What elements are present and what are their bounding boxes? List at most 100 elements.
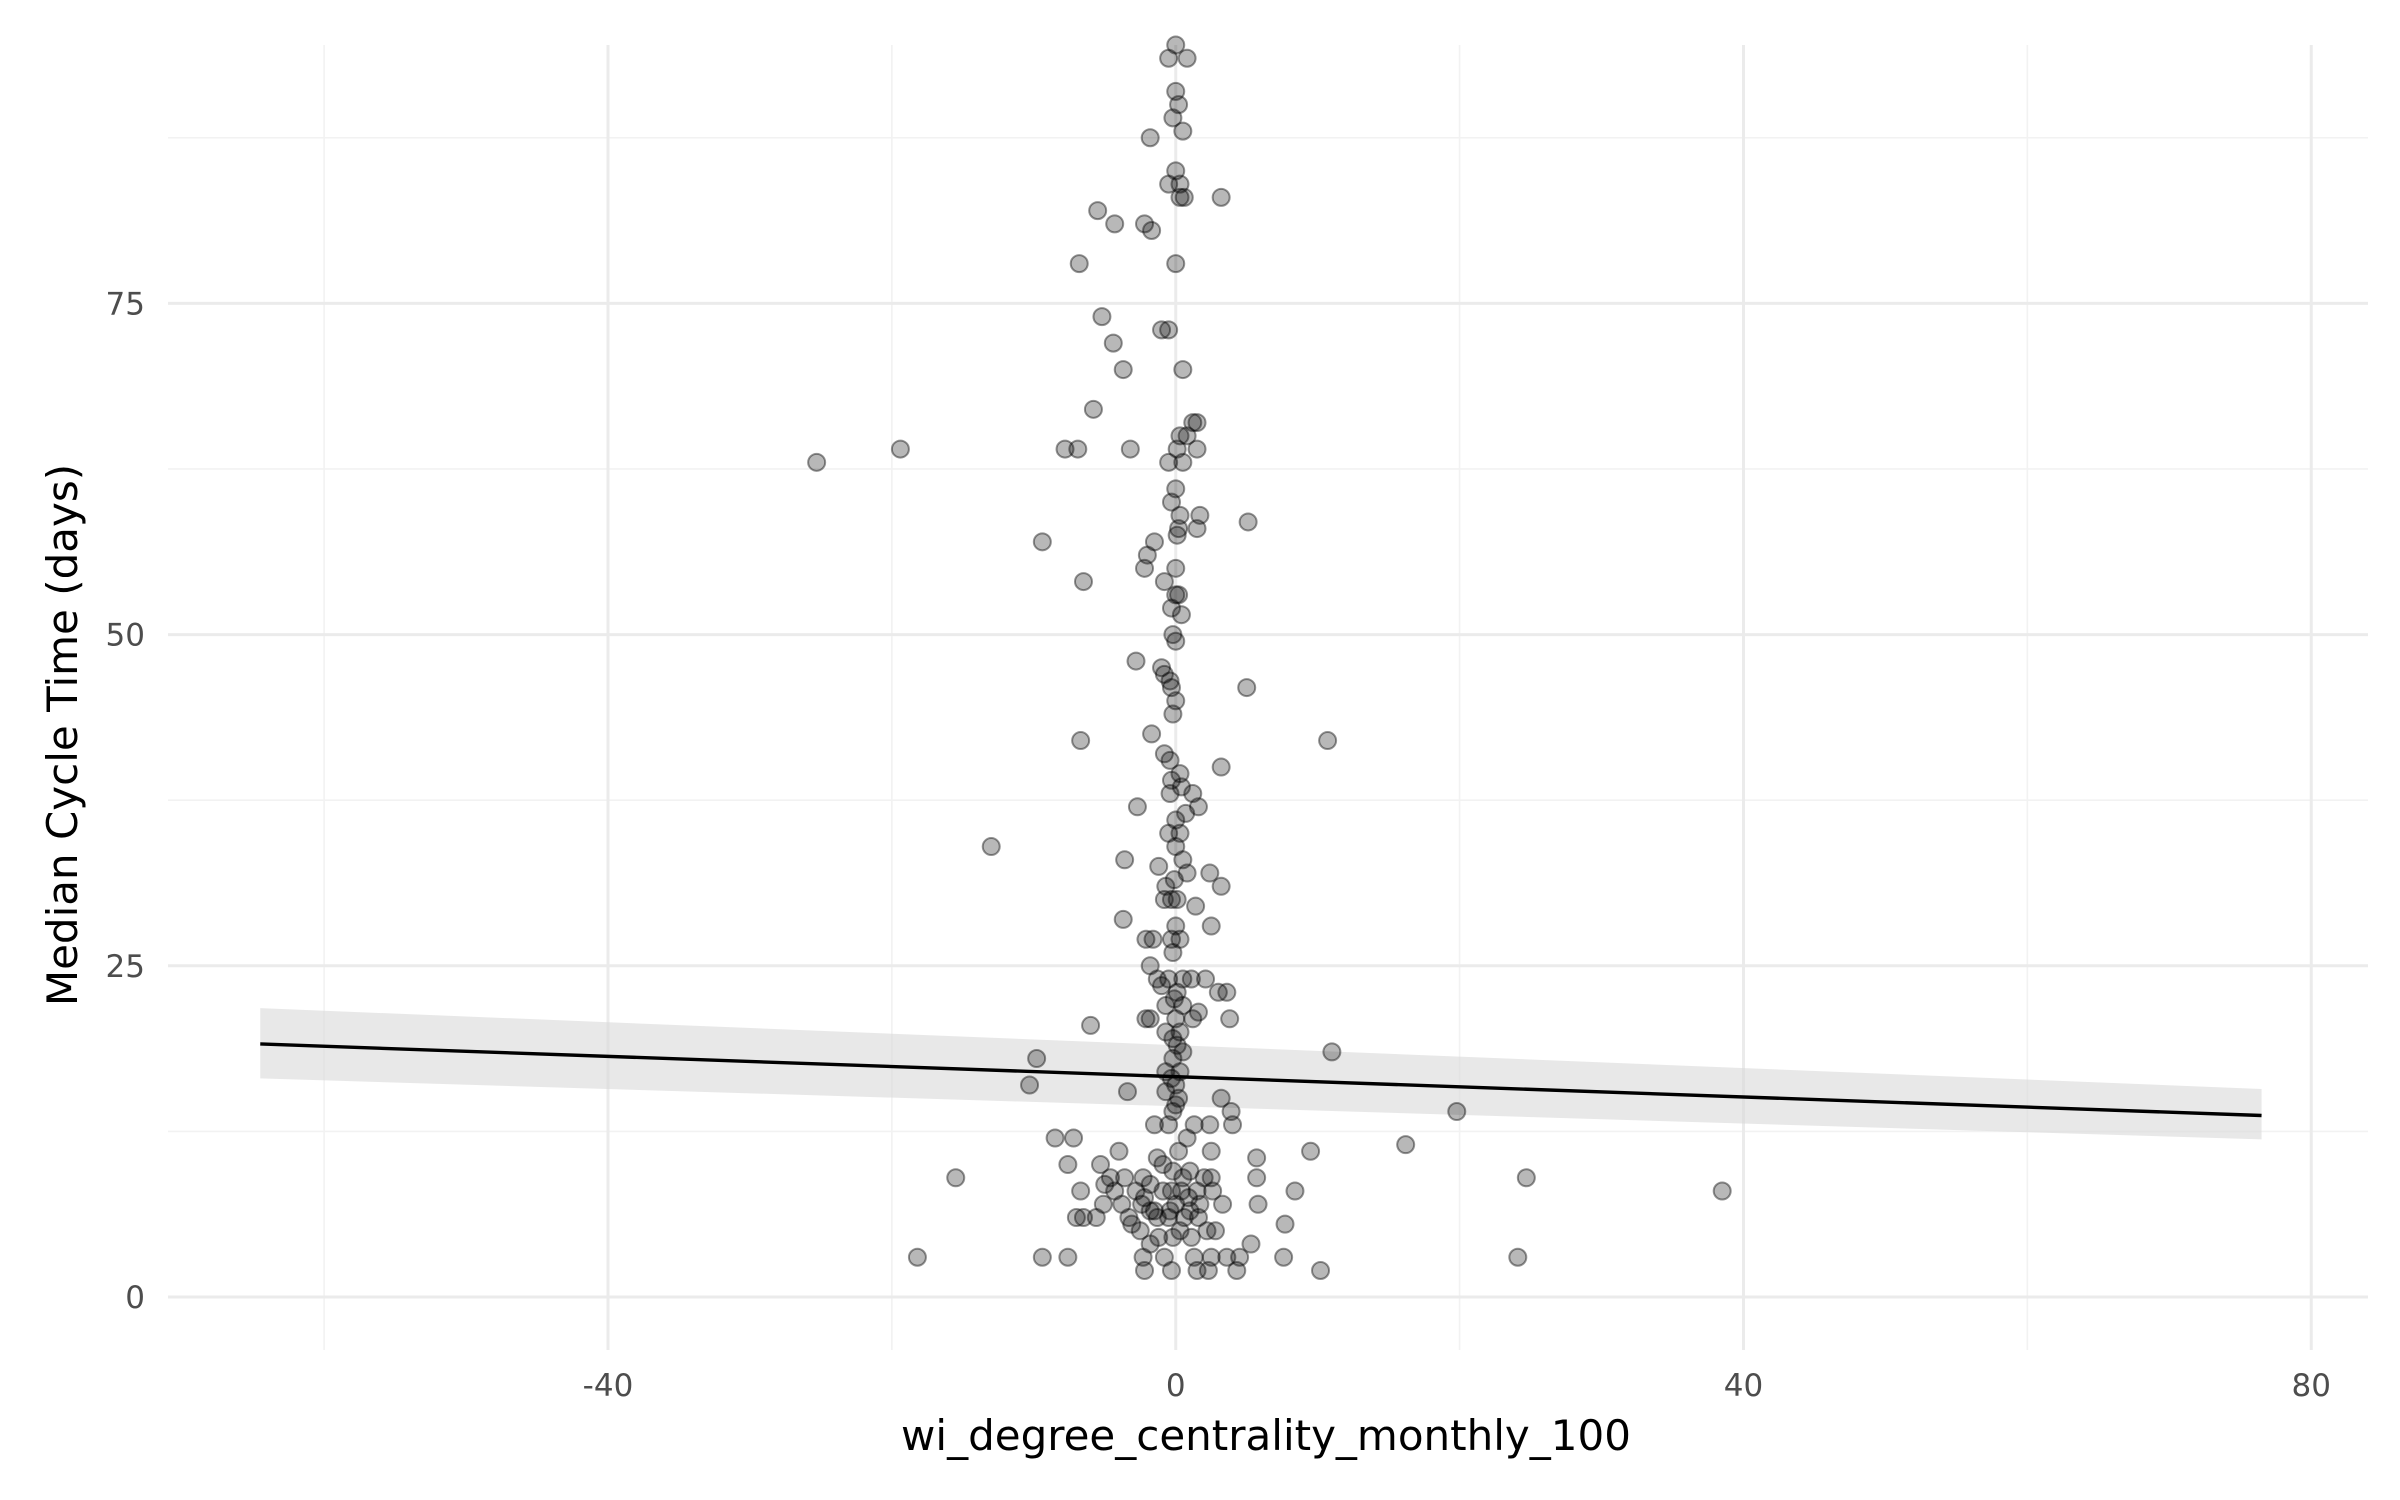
data-point [981, 837, 1001, 857]
data-point [1115, 850, 1135, 870]
data-point [1223, 1115, 1243, 1135]
data-point [1073, 1208, 1093, 1228]
data-point [1109, 1141, 1129, 1161]
data-point [1159, 174, 1179, 194]
data-point [1163, 1227, 1183, 1247]
data-point [1188, 1002, 1208, 1022]
data-point [1447, 1102, 1467, 1122]
data-point [1183, 784, 1203, 804]
data-point [1095, 1174, 1115, 1194]
data-point [1142, 724, 1162, 744]
data-point [1190, 505, 1210, 525]
data-point [1274, 1247, 1294, 1267]
data-point [1170, 505, 1190, 525]
data-point [1143, 929, 1163, 949]
data-point [1127, 797, 1147, 817]
data-point [1160, 750, 1180, 770]
data-point [1154, 572, 1174, 592]
data-point [1163, 943, 1183, 963]
data-point [1508, 1247, 1528, 1267]
data-point [1285, 1181, 1305, 1201]
data-point [1177, 863, 1197, 883]
x-tick-label: 80 [2291, 1368, 2330, 1404]
data-point [1147, 969, 1167, 989]
data-point [1140, 1009, 1160, 1029]
data-point [1173, 121, 1193, 141]
data-point [1156, 1082, 1176, 1102]
x-tick-label: 0 [1166, 1368, 1186, 1404]
data-point [1187, 1181, 1207, 1201]
data-point [1174, 187, 1194, 207]
data-point [1144, 1201, 1164, 1221]
data-point [1163, 704, 1183, 724]
data-point [1166, 1009, 1186, 1029]
data-point [1136, 929, 1156, 949]
data-point [1169, 95, 1189, 115]
data-point [1167, 525, 1187, 545]
data-point [1119, 1208, 1139, 1228]
data-point [1211, 757, 1231, 777]
data-point [1173, 850, 1193, 870]
data-point [1200, 1115, 1220, 1135]
data-point [1221, 1102, 1241, 1122]
data-point [1190, 1194, 1210, 1214]
data-point [1186, 896, 1206, 916]
data-point [1135, 558, 1155, 578]
x-axis-tick-labels: -40 0 40 80 [583, 1368, 2331, 1404]
data-point [1201, 1168, 1221, 1188]
data-point [1167, 1035, 1187, 1055]
data-point [1184, 1247, 1204, 1267]
data-point [1055, 439, 1075, 459]
data-point [1149, 856, 1169, 876]
data-point [1170, 1221, 1190, 1241]
data-point [1166, 810, 1186, 830]
data-point [1115, 1168, 1135, 1188]
data-point [1159, 1115, 1179, 1135]
data-point [1130, 1221, 1150, 1241]
data-point [1181, 969, 1201, 989]
data-point [1171, 777, 1191, 797]
confidence-band [260, 1008, 2262, 1140]
data-point [1159, 823, 1179, 843]
data-point [1166, 35, 1186, 55]
data-point [1032, 1247, 1052, 1267]
data-point [1160, 671, 1180, 691]
data-point [1170, 823, 1190, 843]
data-point [1201, 1247, 1221, 1267]
data-point [1147, 1208, 1167, 1228]
data-point [1167, 982, 1187, 1002]
data-point [1135, 1188, 1155, 1208]
data-point [1311, 1261, 1331, 1281]
data-point [1171, 1181, 1191, 1201]
data-point [1132, 1194, 1152, 1214]
data-point [1126, 1181, 1146, 1201]
data-point [1169, 1141, 1189, 1161]
trend-line [260, 1042, 2262, 1118]
data-point [1167, 890, 1187, 910]
data-point [1516, 1168, 1536, 1188]
data-point [1161, 1181, 1181, 1201]
data-point [1188, 1208, 1208, 1228]
data-point [1069, 254, 1089, 274]
data-point [1020, 1075, 1040, 1095]
data-point [1166, 479, 1186, 499]
data-point [1154, 890, 1174, 910]
y-tick-label: 50 [106, 618, 145, 654]
data-point [1164, 870, 1184, 890]
data-point [1161, 1261, 1181, 1281]
data-point [1163, 1029, 1183, 1049]
minor-gridlines [168, 45, 2368, 1350]
data-point [1160, 1201, 1180, 1221]
data-point [1160, 784, 1180, 804]
data-point [1170, 929, 1190, 949]
data-point [1163, 1102, 1183, 1122]
data-point [1275, 1214, 1295, 1234]
data-point [1166, 254, 1186, 274]
data-point [1113, 360, 1133, 380]
data-point [1187, 1261, 1207, 1281]
data-point [1183, 1009, 1203, 1029]
data-point [1177, 48, 1197, 68]
data-point [1113, 909, 1133, 929]
y-axis-tick-labels: 0 25 50 75 [106, 286, 145, 1316]
data-point [1208, 982, 1228, 1002]
